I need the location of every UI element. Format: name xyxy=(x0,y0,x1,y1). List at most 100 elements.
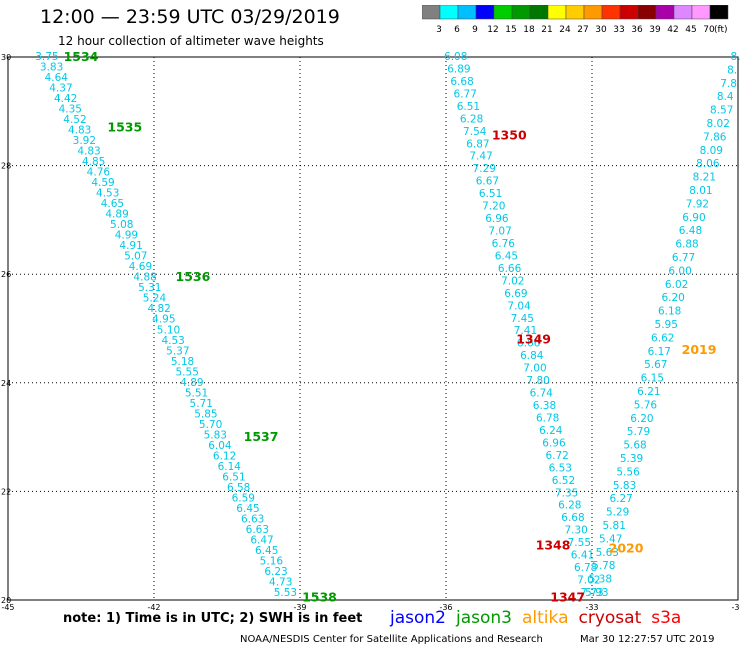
swh-value-label: 5.39 xyxy=(620,453,643,465)
x-tick-label: -30 xyxy=(731,603,740,612)
swh-value-label: 6.41 xyxy=(571,550,594,562)
swh-value-label: 6.24 xyxy=(539,425,563,437)
swh-value-label: 7.8 xyxy=(720,78,737,90)
swh-value-label: 6.00 xyxy=(668,265,691,277)
legend-item-jason2: jason2 xyxy=(390,608,446,628)
swh-value-label: 6.51 xyxy=(457,101,480,113)
x-tick-label: -33 xyxy=(585,603,598,612)
swh-value-label: 5.70 xyxy=(199,419,222,431)
swh-value-label: 8.4 xyxy=(717,91,734,103)
swh-value-label: 5.53 xyxy=(274,587,297,599)
swh-value-label: 5.67 xyxy=(644,359,667,371)
swh-value-label: 5.16 xyxy=(260,555,284,567)
swh-value-label: 7.41 xyxy=(514,325,537,337)
swh-value-label: 4.59 xyxy=(91,177,114,189)
swh-value-label: 6.21 xyxy=(637,386,660,398)
swh-value-label: 6.28 xyxy=(460,113,483,125)
colorbar-tick-label: 24 xyxy=(559,25,571,35)
swh-value-label: 7.55 xyxy=(568,537,591,549)
swh-value-label: 5.29 xyxy=(606,507,629,519)
colorbar-tick-label: 12 xyxy=(487,25,498,35)
swh-value-label: 4.95 xyxy=(152,314,175,326)
colorbar-tick-label: 6 xyxy=(454,25,460,35)
swh-value-label: 5.51 xyxy=(185,387,208,399)
colorbar-tick-label: 21 xyxy=(541,25,552,35)
colorbar-tick-label: 70 xyxy=(703,25,715,35)
swh-value-label: 8.01 xyxy=(689,185,712,197)
page-subtitle: 12 hour collection of altimeter wave hei… xyxy=(58,34,324,48)
swh-value-label: 6.52 xyxy=(552,475,575,487)
swh-value-label: 6.62 xyxy=(651,332,674,344)
colorbar-swatch xyxy=(709,5,729,20)
footer-note: note: 1) Time is in UTC; 2) SWH is in fe… xyxy=(63,611,363,626)
orbit-pass-label: 1347 xyxy=(550,589,585,604)
orbit-pass-label: 1348 xyxy=(536,538,571,553)
swh-value-label: 6.45 xyxy=(495,250,518,262)
swh-value-label: 6.27 xyxy=(609,493,632,505)
swh-value-label: 4.83 xyxy=(68,125,91,137)
footer-timestamp: Mar 30 12:27:57 UTC 2019 xyxy=(580,634,715,645)
swh-value-label: 8. xyxy=(731,51,740,63)
swh-value-label: 5.63 xyxy=(596,547,619,559)
swh-value-label: 7.47 xyxy=(469,151,492,163)
swh-value-label: 6.02 xyxy=(665,279,688,291)
orbit-pass-label: 2019 xyxy=(682,342,717,357)
swh-value-label: 7.20 xyxy=(482,201,505,213)
swh-value-label: 5.95 xyxy=(655,319,678,331)
swh-value-label: 6.20 xyxy=(661,292,684,304)
swh-value-label: 7.54 xyxy=(463,126,487,138)
swh-value-label: 5.24 xyxy=(143,293,167,305)
orbit-pass-label: 1535 xyxy=(107,120,142,135)
swh-value-label: 4.83 xyxy=(77,146,100,158)
swh-value-label: 4.73 xyxy=(269,576,292,588)
colorbar-tick-label: 9 xyxy=(472,25,478,35)
swh-value-label: 6.18 xyxy=(658,306,681,318)
y-tick-label: 28 xyxy=(1,162,11,171)
y-tick-label: 22 xyxy=(1,487,11,496)
swh-value-label: 7.86 xyxy=(703,131,727,143)
swh-value-label: 6.87 xyxy=(466,138,489,150)
colorbar-tick-label: 27 xyxy=(577,25,588,35)
swh-value-label: 6.38 xyxy=(533,400,556,412)
swh-value-label: 6.77 xyxy=(672,252,695,264)
color-scale-bar: 3 6 9 12 15 18 21 24 27 30 33 36 39 42 45 70 (ft) xyxy=(422,5,729,35)
swh-value-label: 6.59 xyxy=(232,492,255,504)
swh-value-label: 6.68 xyxy=(561,512,584,524)
swh-value-label: 5.76 xyxy=(634,399,658,411)
legend-item-cryosat: cryosat xyxy=(578,608,642,628)
swh-value-label: 6.04 xyxy=(208,440,232,452)
swh-value-label: 6.08 xyxy=(444,51,467,63)
swh-value-label: 7.45 xyxy=(511,313,534,325)
swh-value-label: 7.92 xyxy=(686,198,709,210)
swh-value-label: 4.76 xyxy=(87,167,111,179)
swh-value-label: 6.66 xyxy=(517,338,541,350)
legend-item-jason3: jason3 xyxy=(456,608,512,628)
swh-value-label: 8.09 xyxy=(700,145,723,157)
swh-value-label: 5.71 xyxy=(190,398,213,410)
colorbar-tick-label: 45 xyxy=(685,25,696,35)
swh-value-label: 4.69 xyxy=(129,261,152,273)
y-tick-label: 26 xyxy=(1,270,11,279)
swh-value-label: 3.75 xyxy=(35,51,58,63)
swh-value-label: 6.89 xyxy=(447,63,470,75)
swh-value-label: 5.37 xyxy=(166,345,189,357)
swh-value-label: 6.76 xyxy=(492,238,516,250)
swh-value-label: 5.55 xyxy=(176,366,199,378)
swh-value-label: 4.65 xyxy=(101,198,124,210)
swh-value-label: 7.29 xyxy=(473,163,496,175)
swh-value-label: 5.07 xyxy=(124,251,147,263)
swh-value-label: 4.35 xyxy=(59,104,82,116)
legend-item-altika: altika xyxy=(522,608,569,628)
swh-value-label: 6.78 xyxy=(536,412,559,424)
orbit-pass-label: 2020 xyxy=(609,540,644,555)
swh-value-label: 7.35 xyxy=(555,487,578,499)
swh-value-label: 6.51 xyxy=(222,471,245,483)
orbit-pass-label: 1537 xyxy=(244,429,279,444)
orbit-pass-label: 1350 xyxy=(492,128,527,143)
colorbar-tick-label: 36 xyxy=(631,25,643,35)
swh-value-label: 4.85 xyxy=(82,156,105,168)
swh-value-label: 6.48 xyxy=(679,225,702,237)
x-tick-label: -39 xyxy=(293,603,306,612)
swh-value-label: 4.99 xyxy=(115,230,138,242)
